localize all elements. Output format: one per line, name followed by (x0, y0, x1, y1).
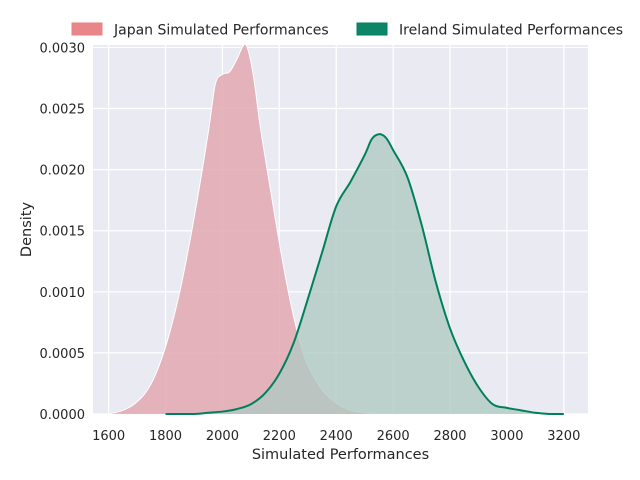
y-tick-label: 0.0000 (40, 408, 86, 423)
x-tick-label: 3200 (547, 429, 580, 444)
legend-swatch-0 (71, 22, 103, 36)
x-tick-label: 2200 (263, 429, 296, 444)
density-series (108, 43, 564, 416)
y-tick-label: 0.0010 (40, 286, 86, 301)
y-axis-ticks: 0.0000 0.0005 0.0010 0.0015 0.0020 0.0025 0.00… (40, 41, 86, 423)
x-tick-label: 1600 (92, 429, 125, 444)
x-tick-label: 2400 (320, 429, 353, 444)
series-area-1 (165, 134, 564, 414)
legend-label-0: Japan Simulated Performances (113, 23, 329, 39)
legend-swatch-1 (356, 22, 388, 36)
y-tick-label: 0.0020 (40, 164, 86, 179)
x-tick-label: 2000 (206, 429, 239, 444)
series-area-0 (108, 44, 379, 414)
x-axis-title: Simulated Performances (252, 447, 429, 463)
y-tick-label: 0.0030 (40, 41, 86, 56)
x-tick-label: 2600 (377, 429, 410, 444)
y-tick-label: 0.0005 (40, 347, 86, 362)
x-axis-ticks: 1600 1800 2000 2200 2400 2600 2800 3000 3200 (92, 429, 580, 444)
y-tick-label: 0.0025 (40, 103, 86, 118)
x-tick-label: 2800 (433, 429, 466, 444)
series-line-1 (165, 133, 564, 416)
legend-label-1: Ireland Simulated Performances (399, 23, 623, 39)
y-tick-label: 0.0015 (40, 225, 86, 240)
y-axis-title: Density (19, 202, 35, 258)
x-tick-label: 3000 (490, 429, 523, 444)
legend: Japan Simulated Performances Ireland Simu… (71, 22, 623, 39)
x-tick-label: 1800 (149, 429, 182, 444)
